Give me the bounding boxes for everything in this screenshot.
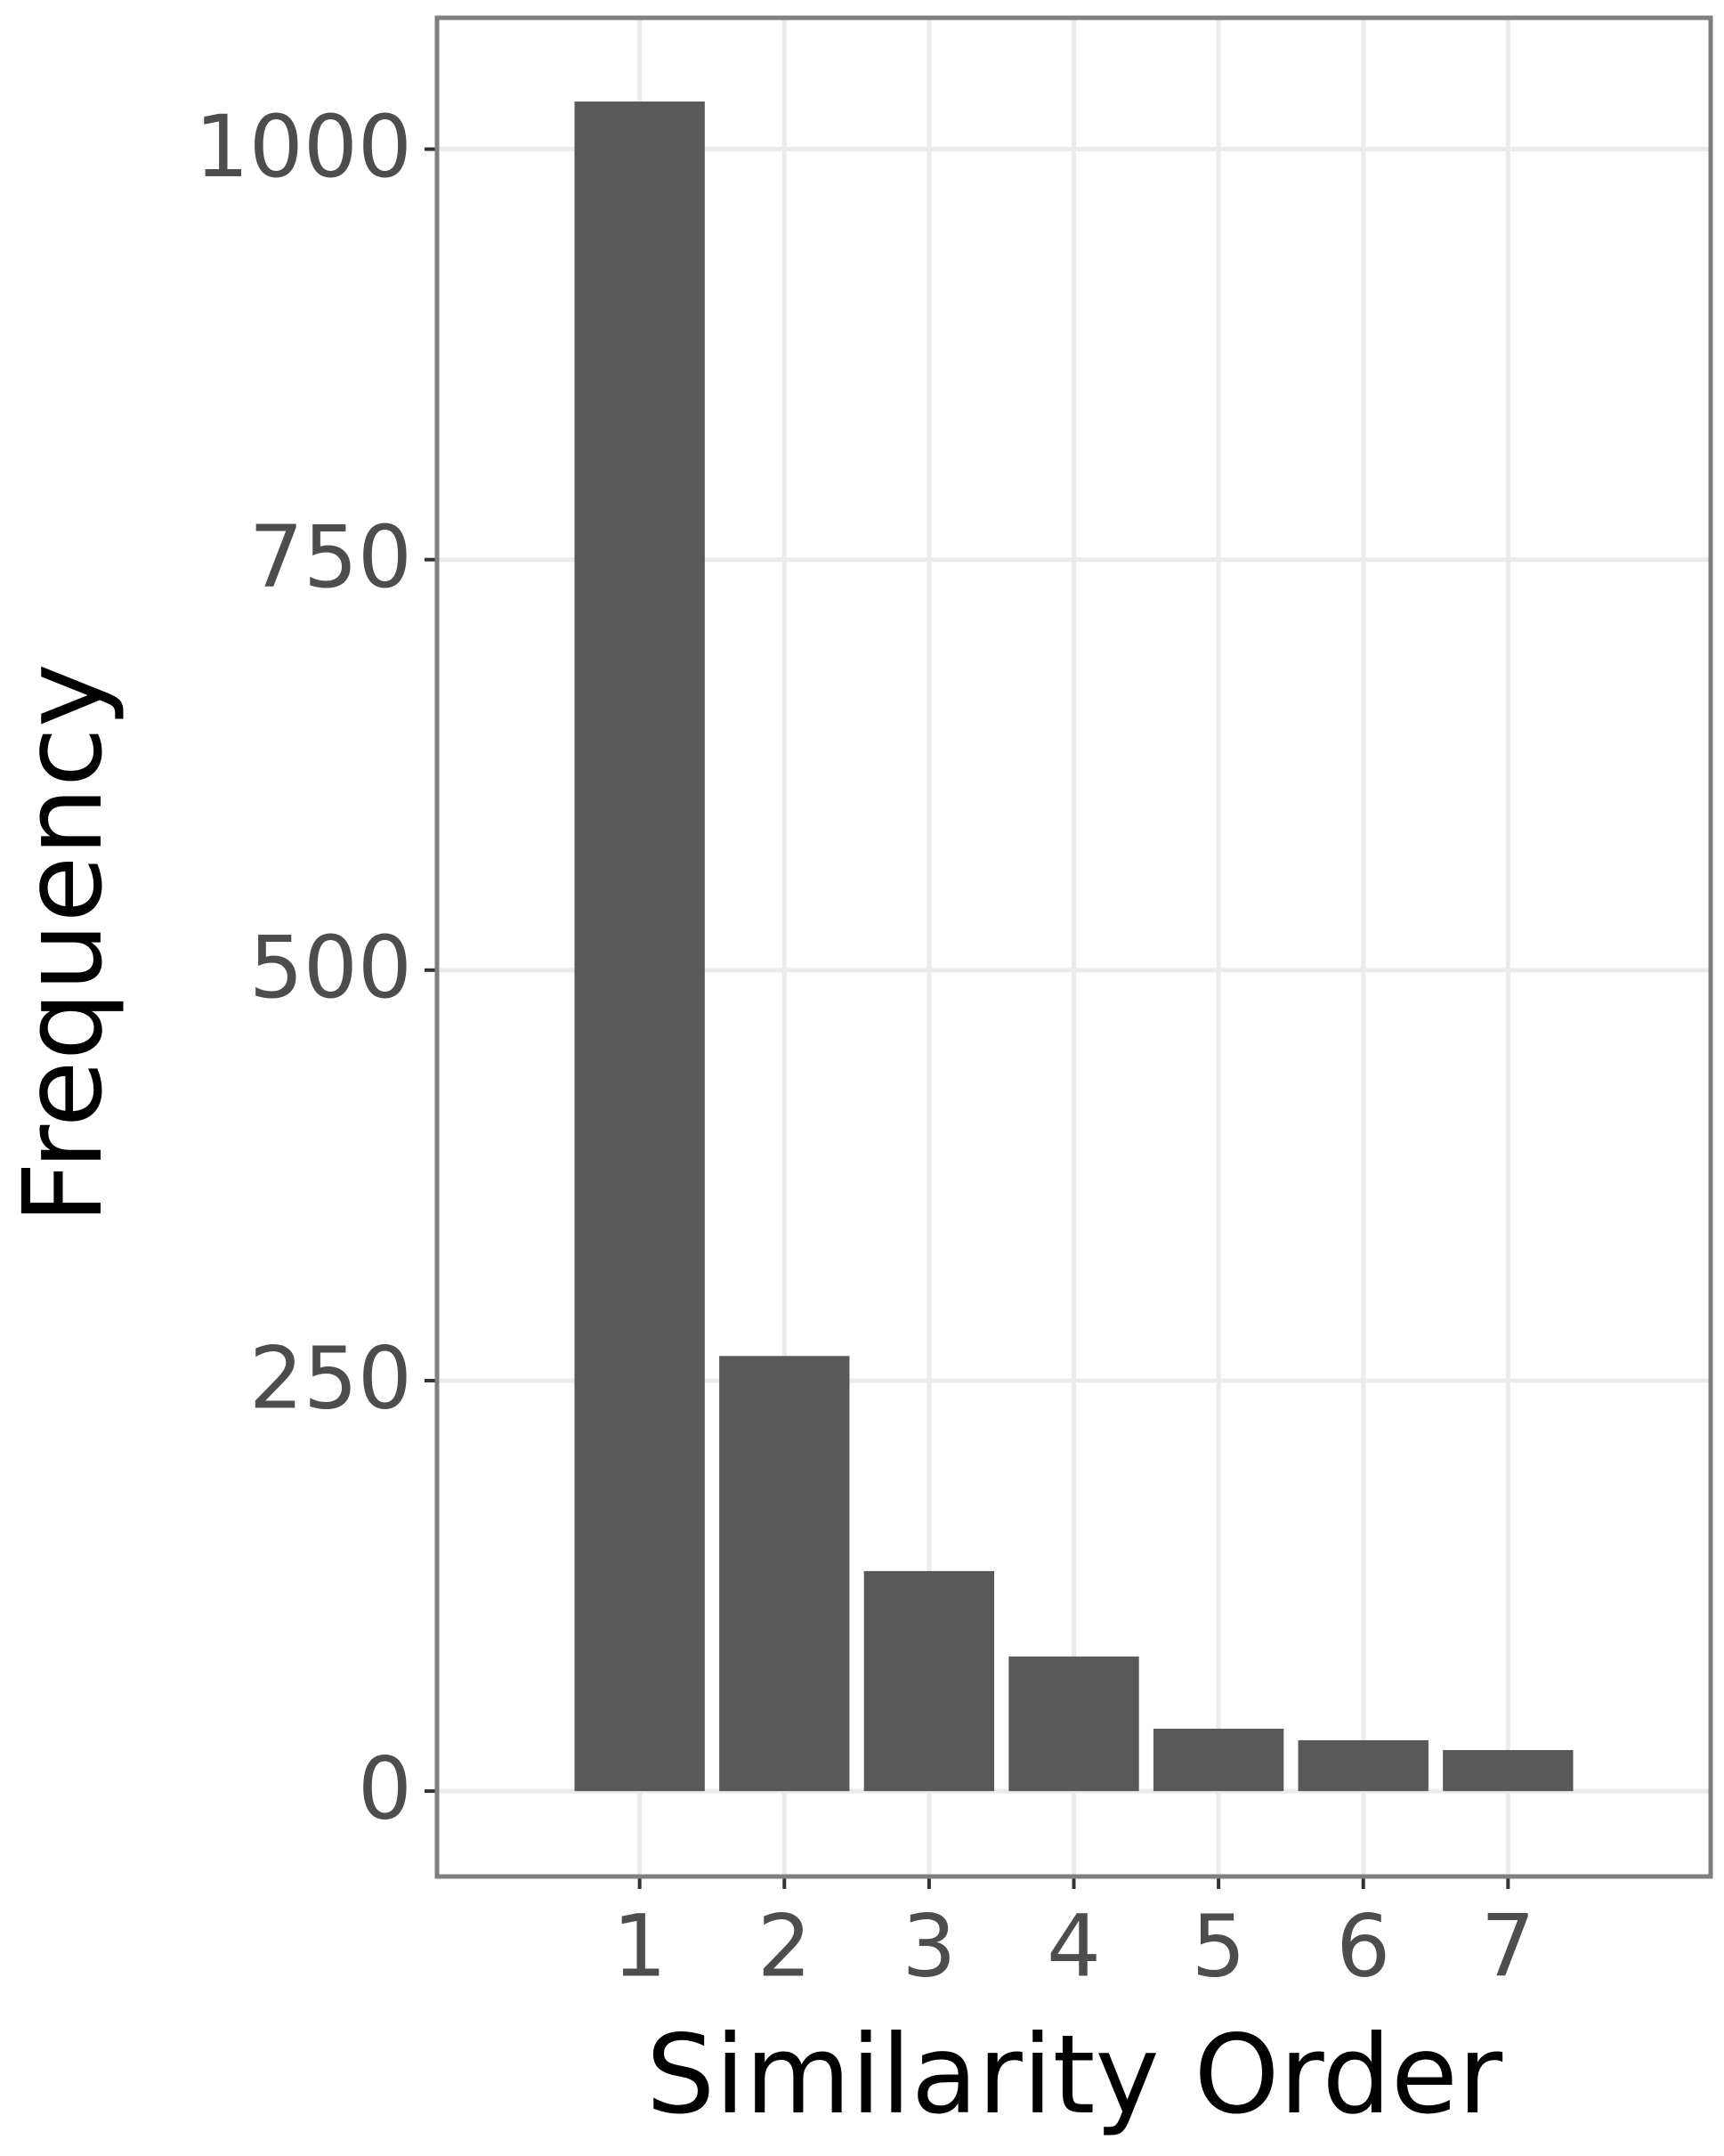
x-tick-label: 4 [1047,1896,1101,1996]
y-tick-label: 500 [249,918,412,1017]
x-tick-label: 7 [1481,1896,1535,1996]
x-tick-label: 2 [757,1896,812,1996]
bar [1153,1728,1284,1792]
bar [719,1356,850,1792]
y-tick-label: 750 [249,507,412,607]
x-tick-label: 1 [612,1896,667,1996]
y-tick-label: 1000 [195,97,412,197]
x-tick-label: 6 [1336,1896,1390,1996]
y-axis-title: Frequency [0,663,126,1224]
y-tick-label: 0 [358,1739,412,1838]
plot-border [434,15,1713,1879]
x-tick-label: 3 [902,1896,956,1996]
bar [1298,1739,1429,1792]
y-tick-label: 250 [249,1328,412,1428]
bar [1008,1656,1139,1792]
x-tick-label: 5 [1192,1896,1246,1996]
bar [574,101,705,1792]
x-axis-title: Similarity Order [646,2012,1503,2138]
bar [1443,1749,1574,1792]
bar [863,1570,995,1792]
